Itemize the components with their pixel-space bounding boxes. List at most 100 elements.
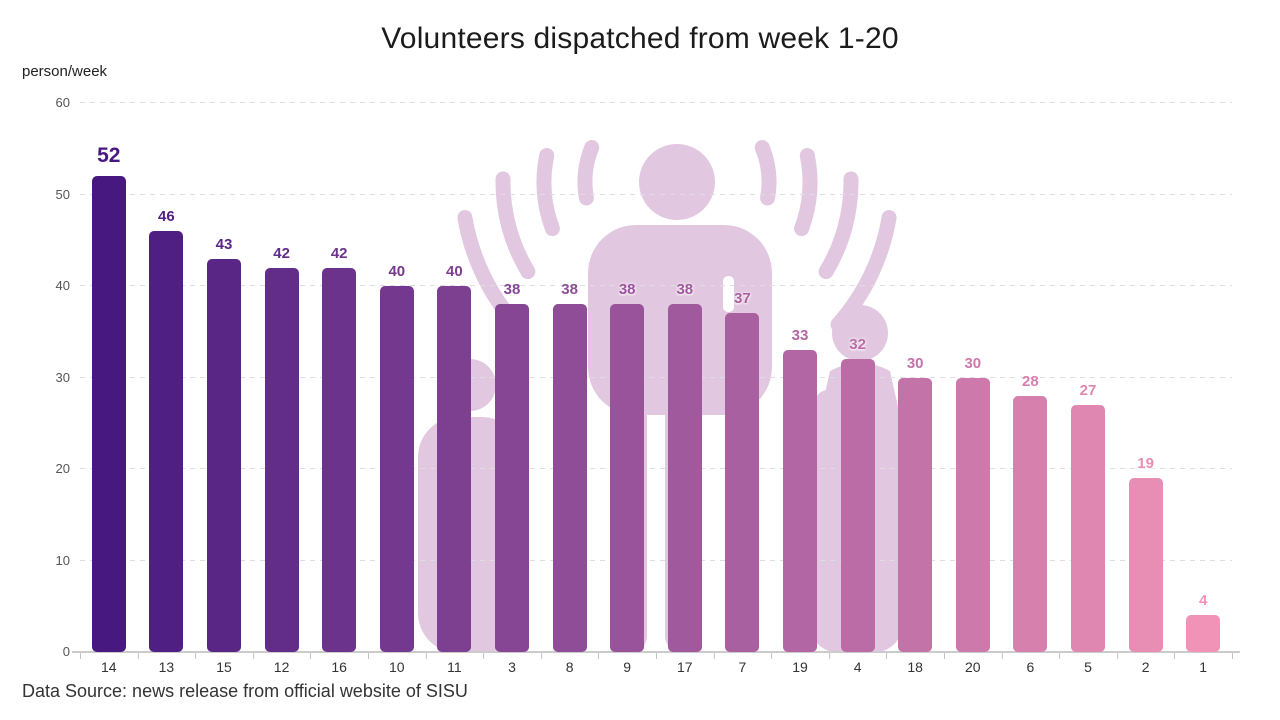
sound-wave-arc-right-2 [794,148,818,237]
x-tick-label-week-13: 13 [158,659,175,675]
x-tick-label-week-9: 9 [623,659,632,675]
sound-wave-arc-left-2 [536,148,560,237]
bar-value-label-week-18: 30 [906,354,924,372]
bar-value-label-week-20: 30 [964,354,982,372]
x-axis-tick-mark [828,653,830,659]
x-axis-tick-mark [310,653,312,659]
bar-value-label-week-12: 42 [273,244,290,262]
gridline-60 [80,102,1232,103]
x-tick-label-week-18: 18 [907,659,923,675]
bar-week-19 [783,350,817,652]
x-axis-tick-mark [713,653,715,659]
x-axis-tick-mark [1059,653,1061,659]
x-tick-label-week-2: 2 [1141,659,1150,675]
bar-value-label-week-2: 19 [1137,455,1154,473]
x-tick-label-week-19: 19 [792,659,808,675]
bar-value-label-week-13: 46 [158,208,175,226]
x-tick-label-week-5: 5 [1084,659,1092,675]
bar-week-7 [725,313,760,652]
bar-value-label-week-19: 33 [791,327,809,345]
x-axis-tick-mark [540,653,542,659]
x-tick-label-week-14: 14 [101,659,117,675]
announcer-head [639,144,715,220]
bar-week-14 [91,176,126,652]
bar-week-2 [1128,478,1163,652]
x-tick-label-week-15: 15 [216,659,232,675]
bar-value-label-week-3: 38 [503,281,521,299]
x-axis-tick-mark [425,653,427,659]
bar-value-label-week-11: 40 [446,263,463,280]
bar-value-label-week-16: 42 [330,244,348,262]
x-tick-label-week-12: 12 [273,659,290,675]
bar-value-label-week-10: 40 [388,263,406,280]
y-tick-label-10: 10 [55,552,70,568]
x-tick-label-week-17: 17 [677,659,693,675]
y-tick-label-60: 60 [55,95,70,110]
x-axis-tick-mark [656,653,657,659]
gridline-40 [80,285,1232,286]
sound-wave-arc-left-1 [577,140,600,206]
x-tick-label-week-16: 16 [331,659,347,675]
bar-value-label-week-5: 27 [1079,381,1097,399]
x-tick-label-week-11: 11 [447,659,462,675]
bar-week-9 [610,304,645,652]
sound-wave-arc-left-3 [495,171,536,280]
bar-week-6 [1013,395,1048,652]
gridline-20 [80,468,1232,469]
bar-value-label-week-6: 28 [1022,372,1039,390]
x-axis-tick-mark [195,653,197,659]
bar-week-11 [437,286,472,652]
small-person-right-arm [805,390,841,511]
plot-area: 52 46 43 42 42 40 40 38 38 38 38 37 33 32 30 30 28 27 19 4 [72,102,1240,659]
x-tick-label-week-7: 7 [738,659,747,675]
bar-value-label-week-9: 38 [618,281,636,299]
x-tick-label-week-4: 4 [853,659,862,675]
bar-week-1 [1186,615,1221,652]
bar-week-20 [955,377,990,652]
gridline-10 [80,559,1232,561]
sound-wave-arc-right-3 [818,171,859,280]
x-axis-tick-mark [886,653,888,659]
bar-value-label-week-1: 4 [1199,592,1208,610]
x-axis-tick-mark [771,653,773,659]
x-tick-label-week-10: 10 [389,659,405,675]
bar-week-12 [264,267,299,652]
sound-wave-arc-right-1 [754,140,777,206]
x-axis-tick-mark [483,653,485,659]
x-axis-tick-mark [1116,653,1118,659]
bar-week-5 [1071,404,1105,652]
x-tick-label-week-6: 6 [1026,659,1035,675]
x-axis-tick-mark [80,653,81,659]
y-tick-label-20: 20 [55,461,70,476]
y-axis-unit-label: person/week [22,63,108,80]
bar-value-label-week-17: 38 [676,281,694,299]
bar-value-label-week-14: 52 [97,144,121,168]
x-axis-tick-mark [1232,653,1233,659]
y-tick-label-40: 40 [55,278,70,293]
bar-week-17 [667,304,702,652]
gridline-30 [80,376,1232,378]
bar-week-15 [207,258,241,652]
bar-value-label-week-15: 43 [215,235,233,253]
x-axis-line [72,651,1240,653]
bar-week-13 [149,231,184,652]
x-tick-label-week-3: 3 [508,659,516,675]
x-axis-tick-mark [368,653,369,659]
x-tick-label-week-1: 1 [1199,659,1208,675]
x-axis-tick-mark [944,653,945,659]
x-axis-tick-mark [137,653,139,659]
sound-wave-arcs [457,140,897,332]
x-tick-label-week-8: 8 [565,659,574,675]
x-tick-label-week-20: 20 [965,659,981,675]
y-tick-label-0: 0 [62,644,70,659]
bar-week-16 [322,267,357,652]
x-axis-tick-mark [252,653,254,659]
data-source-note: Data Source: news release from official … [22,681,468,701]
gridline-50 [80,193,1232,195]
bar-value-label-week-4: 32 [849,336,866,354]
y-tick-label-30: 30 [55,369,70,385]
sound-wave-arc-right-4 [830,210,897,332]
bar-value-label-week-7: 37 [734,290,751,308]
chart-title: Volunteers dispatched from week 1-20 [381,22,899,55]
bar-week-3 [495,304,529,652]
